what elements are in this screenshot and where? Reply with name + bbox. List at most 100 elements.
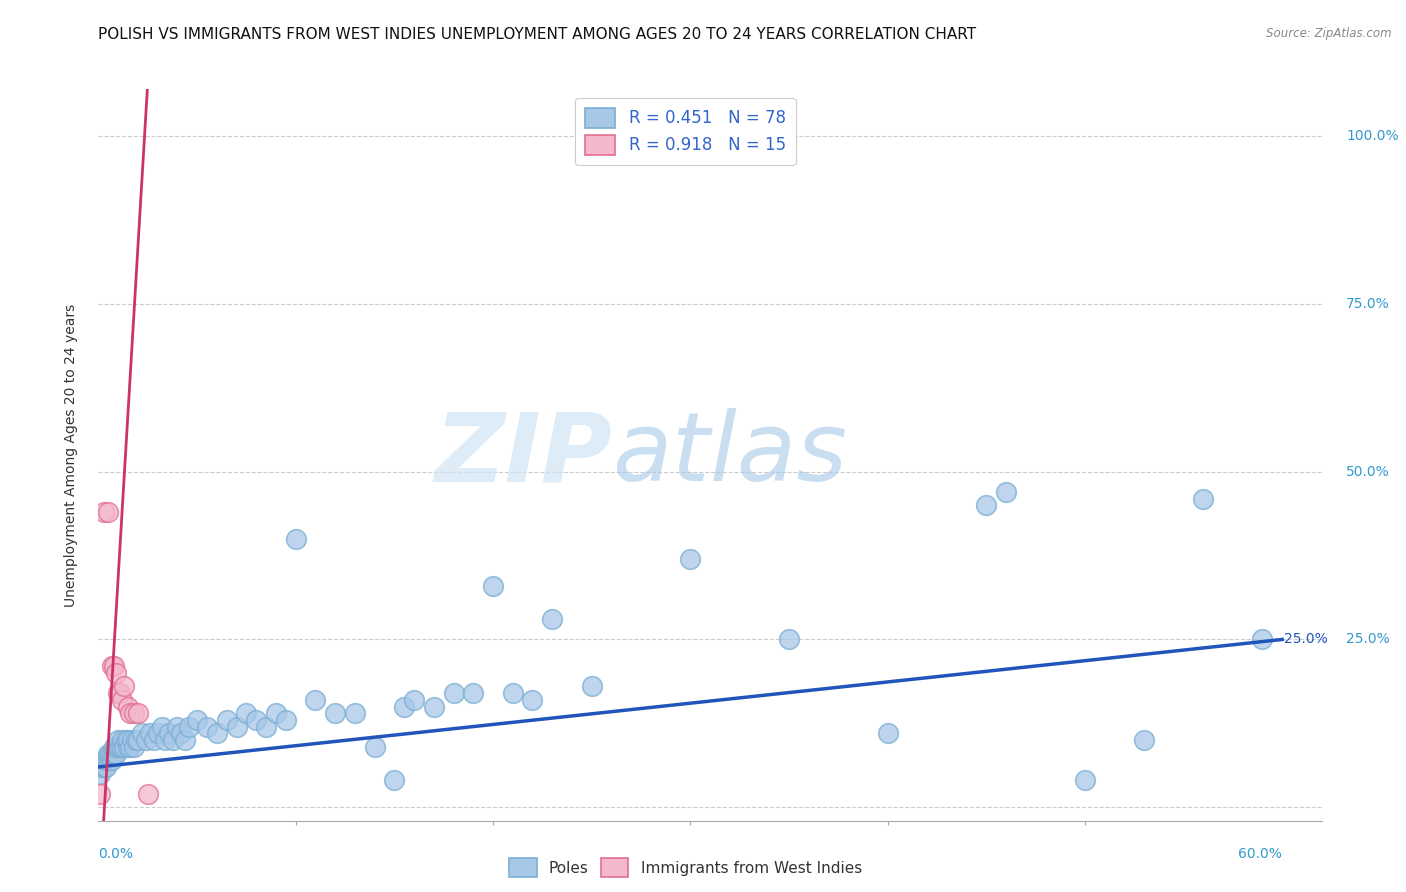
Point <box>205 726 228 740</box>
Point <box>179 720 201 734</box>
Point <box>115 733 138 747</box>
Point <box>876 726 898 740</box>
Point <box>112 739 135 754</box>
Point <box>1251 632 1274 647</box>
Point <box>117 739 139 754</box>
Point <box>1192 491 1215 506</box>
Point <box>159 726 181 740</box>
Point <box>142 733 165 747</box>
Point <box>125 733 148 747</box>
Point <box>93 753 115 767</box>
Point <box>225 720 247 734</box>
Point <box>994 484 1017 499</box>
Point <box>111 733 134 747</box>
Point <box>541 612 564 626</box>
Text: Source: ZipAtlas.com: Source: ZipAtlas.com <box>1267 27 1392 40</box>
Point <box>174 733 197 747</box>
Point <box>118 739 141 754</box>
Point <box>679 552 702 566</box>
Text: ZIP: ZIP <box>434 409 612 501</box>
Point <box>112 680 135 694</box>
Point <box>96 753 118 767</box>
Y-axis label: Unemployment Among Ages 20 to 24 years: Unemployment Among Ages 20 to 24 years <box>65 303 79 607</box>
Point <box>146 726 169 740</box>
Point <box>118 706 141 721</box>
Point <box>245 713 267 727</box>
Point <box>98 747 121 761</box>
Point <box>392 699 416 714</box>
Point <box>254 720 277 734</box>
Text: atlas: atlas <box>612 409 848 501</box>
Point <box>463 686 485 700</box>
Point <box>103 747 125 761</box>
Point <box>127 733 149 747</box>
Point <box>107 686 129 700</box>
Point <box>363 739 385 754</box>
Point <box>423 699 446 714</box>
Text: 25.0%: 25.0% <box>1284 632 1327 647</box>
Point <box>97 753 120 767</box>
Point <box>89 766 111 780</box>
Point <box>122 739 145 754</box>
Text: POLISH VS IMMIGRANTS FROM WEST INDIES UNEMPLOYMENT AMONG AGES 20 TO 24 YEARS COR: POLISH VS IMMIGRANTS FROM WEST INDIES UN… <box>98 27 977 42</box>
Point <box>135 733 157 747</box>
Point <box>343 706 366 721</box>
Point <box>98 753 121 767</box>
Text: 75.0%: 75.0% <box>1346 297 1391 311</box>
Point <box>284 532 307 546</box>
Point <box>93 760 115 774</box>
Point <box>215 713 238 727</box>
Point <box>195 720 218 734</box>
Point <box>264 706 287 721</box>
Point <box>150 720 173 734</box>
Point <box>89 787 111 801</box>
Point <box>162 733 184 747</box>
Point <box>111 693 134 707</box>
Point <box>186 713 208 727</box>
Point <box>382 773 405 788</box>
Point <box>111 739 134 754</box>
Text: 0.0%: 0.0% <box>98 847 134 862</box>
Point <box>103 739 125 754</box>
Point <box>93 505 115 519</box>
Point <box>522 693 544 707</box>
Point <box>323 706 346 721</box>
Point <box>108 739 131 754</box>
Text: 100.0%: 100.0% <box>1346 129 1399 144</box>
Point <box>121 733 143 747</box>
Point <box>101 747 124 761</box>
Point <box>974 498 997 512</box>
Point <box>1133 733 1156 747</box>
Point <box>155 733 177 747</box>
Point <box>91 760 114 774</box>
Point <box>274 713 297 727</box>
Point <box>170 726 193 740</box>
Point <box>108 686 131 700</box>
Point <box>166 720 188 734</box>
Point <box>101 659 124 673</box>
Point <box>96 760 118 774</box>
Legend: Poles, Immigrants from West Indies: Poles, Immigrants from West Indies <box>501 849 872 886</box>
Point <box>101 753 124 767</box>
Point <box>117 699 139 714</box>
Point <box>138 726 160 740</box>
Text: 25.0%: 25.0% <box>1346 632 1391 647</box>
Point <box>127 706 149 721</box>
Point <box>443 686 465 700</box>
Point <box>105 665 128 680</box>
Point <box>482 579 505 593</box>
Text: 60.0%: 60.0% <box>1239 847 1282 862</box>
Point <box>235 706 257 721</box>
Text: 50.0%: 50.0% <box>1346 465 1391 479</box>
Point <box>581 680 603 694</box>
Point <box>778 632 800 647</box>
Point <box>107 733 129 747</box>
Point <box>103 659 125 673</box>
Point <box>122 706 145 721</box>
Point <box>105 747 128 761</box>
Point <box>97 747 120 761</box>
Point <box>105 739 128 754</box>
Point <box>97 505 120 519</box>
Point <box>304 693 326 707</box>
Point <box>107 739 129 754</box>
